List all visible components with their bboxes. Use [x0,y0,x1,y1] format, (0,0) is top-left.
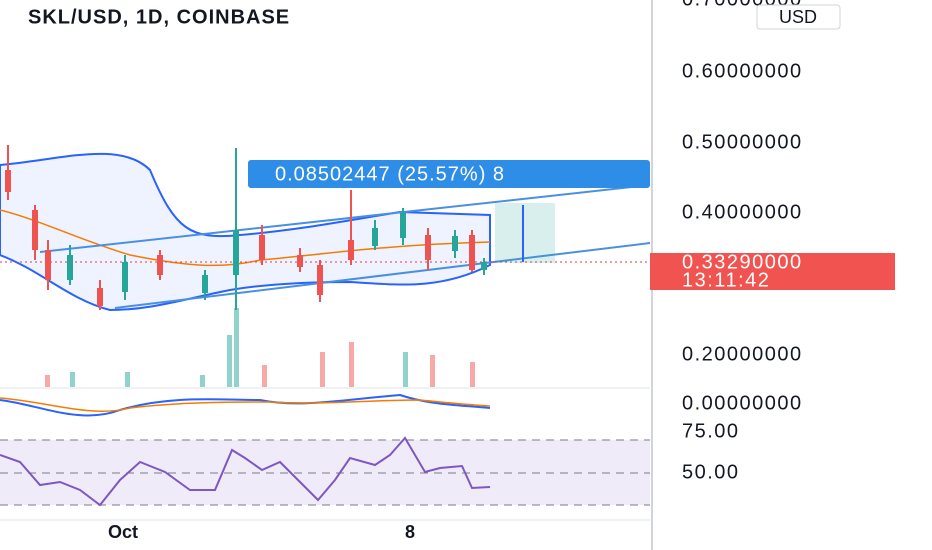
chart-title: SKL/USD, 1D, COINBASE [28,6,290,28]
currency[interactable]: USD [779,7,817,27]
signal-line [0,397,491,412]
bar-countdown: 13:11:42 [682,269,770,291]
time-label: 8 [405,522,415,542]
rsi-label: 50.00 [682,461,740,483]
price-label: 0.50000000 [682,131,803,153]
currency-button[interactable] [756,4,841,30]
time-label: Oct [108,522,138,542]
channel-line [39,184,651,253]
price-label: 0.40000000 [682,201,803,223]
measure-box [495,203,555,263]
volume-bars [45,308,475,387]
candles [5,145,487,310]
measure-label-box [248,160,650,188]
rsi-label: 75.00 [682,420,740,442]
price-label: 0.70000000 [682,0,803,10]
price-label: 0.20000000 [682,343,803,365]
price-label: 0.00000000 [682,392,803,414]
price-label: 0.60000000 [682,60,803,82]
current-price: 0.33290000 [682,251,803,273]
measure-label: 0.08502447 (25.57%) 8 [275,163,505,185]
rsi-line [0,436,491,507]
price-badge [650,253,895,290]
